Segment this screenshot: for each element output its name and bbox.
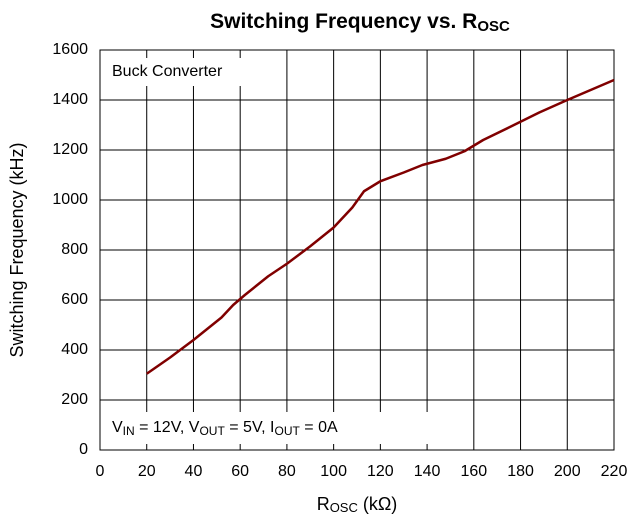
y-tick-label: 600 — [61, 291, 88, 308]
x-tick-label: 220 — [601, 463, 628, 480]
x-tick-label: 60 — [231, 463, 249, 480]
y-tick-label: 800 — [61, 241, 88, 258]
y-tick-label: 0 — [79, 441, 88, 458]
annotation-bg — [106, 58, 256, 86]
x-tick-label: 0 — [96, 463, 105, 480]
y-tick-label: 200 — [61, 391, 88, 408]
chart-title: Switching Frequency vs. ROSC — [210, 10, 510, 35]
x-tick-label: 120 — [367, 463, 394, 480]
y-tick-label: 1200 — [52, 141, 88, 158]
y-axis-label: Switching Frequency (kHz) — [7, 142, 27, 357]
condition-subscript: OUT — [199, 424, 225, 438]
condition-text: = 0A — [300, 419, 338, 436]
y-tick-label: 400 — [61, 341, 88, 358]
x-tick-label: 80 — [278, 463, 296, 480]
x-tick-label: 160 — [460, 463, 487, 480]
y-tick-label: 1600 — [52, 41, 88, 58]
x-axis-label: ROSC (kΩ) — [317, 494, 398, 516]
y-tick-label: 1400 — [52, 91, 88, 108]
x-label-main: R — [317, 494, 330, 514]
x-tick-label: 180 — [507, 463, 534, 480]
title-main: Switching Frequency vs. R — [210, 10, 477, 33]
x-tick-label: 140 — [414, 463, 441, 480]
x-tick-label: 40 — [185, 463, 203, 480]
x-label-subscript: OSC — [330, 500, 358, 515]
condition-subscript: OUT — [274, 424, 300, 438]
condition-text: V — [112, 419, 123, 436]
annotation-bg — [106, 412, 428, 444]
condition-text: = 5V, I — [225, 419, 275, 436]
condition-subscript: IN — [123, 424, 135, 438]
annotation: Buck Converter — [112, 63, 223, 80]
title-subscript: OSC — [477, 18, 510, 35]
data-line — [146, 78, 615, 375]
condition-text: = 12V, V — [135, 419, 200, 436]
y-tick-label: 1000 — [52, 191, 88, 208]
x-tick-label: 200 — [554, 463, 581, 480]
x-label-unit: (kΩ) — [358, 494, 397, 514]
x-tick-label: 20 — [138, 463, 156, 480]
x-tick-label: 100 — [320, 463, 347, 480]
conditions: VIN = 12V, VOUT = 5V, IOUT = 0A — [112, 419, 338, 438]
